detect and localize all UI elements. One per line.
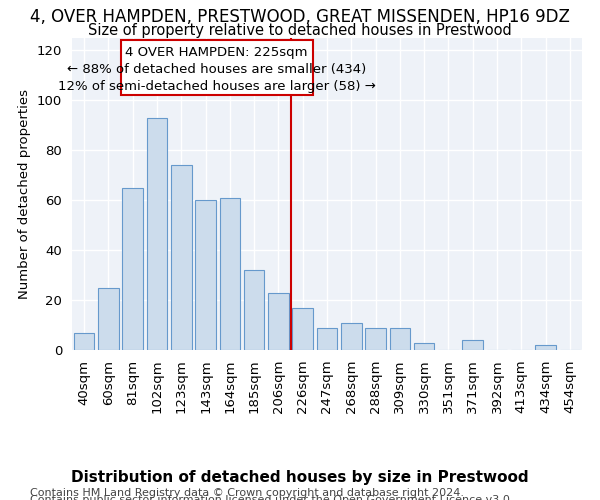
- Bar: [195, 200, 216, 350]
- Text: 4 OVER HAMPDEN: 225sqm: 4 OVER HAMPDEN: 225sqm: [125, 46, 308, 59]
- Text: Contains public sector information licensed under the Open Government Licence v3: Contains public sector information licen…: [30, 495, 514, 500]
- Bar: [292, 308, 313, 350]
- Bar: [121, 40, 313, 95]
- Bar: [220, 198, 240, 350]
- Bar: [317, 328, 337, 350]
- Bar: [122, 188, 143, 350]
- Bar: [98, 288, 119, 350]
- Bar: [389, 328, 410, 350]
- Bar: [244, 270, 265, 350]
- Text: Size of property relative to detached houses in Prestwood: Size of property relative to detached ho…: [88, 22, 512, 38]
- Bar: [146, 118, 167, 350]
- Text: Contains HM Land Registry data © Crown copyright and database right 2024.: Contains HM Land Registry data © Crown c…: [30, 488, 464, 498]
- Text: Distribution of detached houses by size in Prestwood: Distribution of detached houses by size …: [71, 470, 529, 485]
- Y-axis label: Number of detached properties: Number of detached properties: [19, 89, 31, 298]
- Bar: [365, 328, 386, 350]
- Bar: [414, 342, 434, 350]
- Bar: [171, 165, 191, 350]
- Text: 12% of semi-detached houses are larger (58) →: 12% of semi-detached houses are larger (…: [58, 80, 376, 92]
- Bar: [74, 332, 94, 350]
- Bar: [268, 292, 289, 350]
- Bar: [463, 340, 483, 350]
- Text: 4, OVER HAMPDEN, PRESTWOOD, GREAT MISSENDEN, HP16 9DZ: 4, OVER HAMPDEN, PRESTWOOD, GREAT MISSEN…: [30, 8, 570, 26]
- Bar: [535, 345, 556, 350]
- Text: ← 88% of detached houses are smaller (434): ← 88% of detached houses are smaller (43…: [67, 63, 367, 76]
- Bar: [341, 322, 362, 350]
